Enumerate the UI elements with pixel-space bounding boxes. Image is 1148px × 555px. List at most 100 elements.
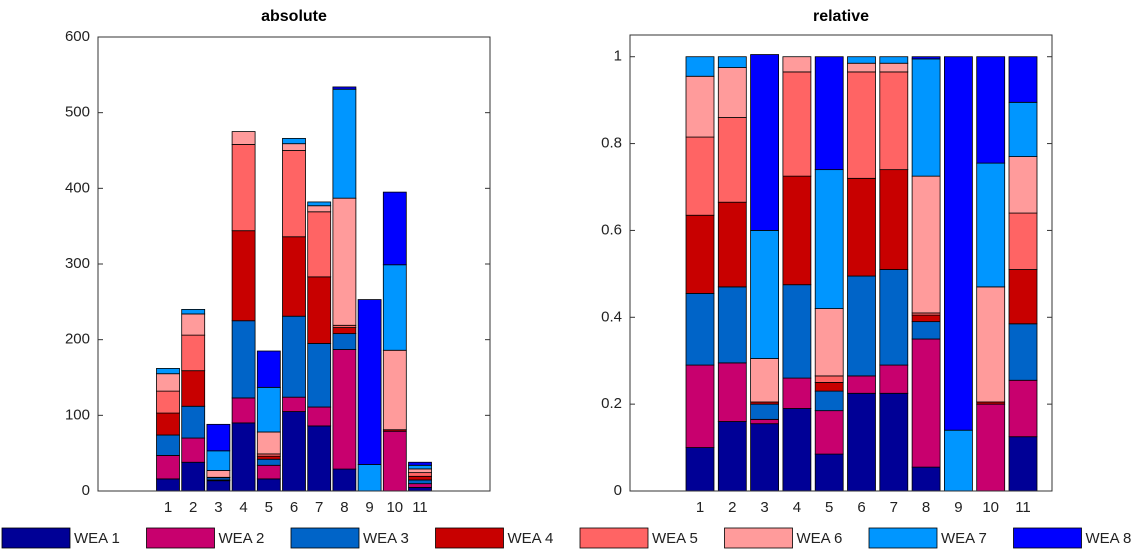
bar-segment: [750, 418, 779, 425]
bar-segment: [307, 205, 332, 213]
bar-segment: [357, 464, 382, 492]
bar-segment: [282, 137, 306, 145]
bar-segment: [408, 464, 432, 470]
bar-segment: [307, 406, 332, 427]
bar-segment: [1008, 379, 1038, 438]
bar-segment: [256, 478, 281, 492]
bar-segment: [282, 396, 306, 412]
bar-segment: [282, 236, 306, 317]
bar-segment: [231, 131, 256, 145]
y-tick-label: 0.4: [601, 308, 622, 325]
bar-segment: [408, 468, 432, 474]
bar-segment: [1008, 436, 1038, 492]
x-tick-label: 6: [857, 499, 865, 516]
bar-segment: [332, 197, 357, 326]
bar-segment: [156, 390, 180, 414]
bar-segment: [717, 421, 747, 492]
bar-segment: [814, 169, 844, 310]
legend-label: WEA 3: [363, 530, 409, 547]
y-tick-label: 600: [65, 28, 90, 45]
bar-segment: [976, 403, 1006, 492]
axes-box: [629, 34, 1053, 492]
x-tick-label: 7: [890, 499, 898, 516]
x-tick-label: 3: [760, 499, 768, 516]
bar-segment: [408, 475, 432, 481]
bar-segment: [976, 56, 1006, 164]
bar-segment: [382, 264, 407, 351]
bar-segment: [181, 308, 206, 315]
y-tick-label: 0.6: [601, 221, 622, 238]
bar-segment: [231, 422, 256, 492]
x-tick-label: 4: [793, 499, 801, 516]
bar-segment: [782, 56, 812, 73]
bar-segment: [156, 412, 180, 436]
bar-segment: [282, 411, 306, 492]
bar-segment: [782, 175, 812, 286]
bar-segment: [814, 56, 844, 171]
bar-segment: [332, 333, 357, 350]
bar-segment: [1008, 101, 1038, 157]
x-tick-label: 1: [164, 499, 172, 516]
y-tick-label: 300: [65, 255, 90, 272]
bar-segment: [1008, 156, 1038, 214]
bar-segment: [256, 455, 281, 460]
bar-segment: [847, 71, 876, 179]
bar-segment: [814, 410, 844, 455]
x-tick-label: 3: [214, 499, 222, 516]
bar-segment: [685, 56, 715, 77]
x-tick-label: 10: [386, 499, 403, 516]
chart-title: absolute: [261, 8, 327, 25]
bar-segment: [307, 276, 332, 344]
y-tick-label: 400: [65, 179, 90, 196]
bar-segment: [685, 292, 715, 366]
bar-segment: [181, 461, 206, 492]
bar-segment: [814, 375, 844, 383]
x-tick-label: 10: [982, 499, 999, 516]
bar-segment: [332, 349, 357, 470]
bar-segment: [750, 423, 779, 492]
bar-segment: [717, 201, 747, 288]
x-tick-label: 6: [290, 499, 298, 516]
bar-segment: [256, 458, 281, 466]
bar-segment: [911, 175, 941, 314]
bar-segment: [408, 472, 432, 477]
x-tick-label: 11: [412, 499, 428, 516]
x-tick-label: 2: [189, 499, 197, 516]
bar-segment: [717, 67, 747, 118]
bar-segment: [181, 405, 206, 439]
y-tick-label: 500: [65, 104, 90, 121]
bar-segment: [750, 403, 779, 420]
bar-segment: [206, 480, 231, 492]
bar-segment: [181, 437, 206, 463]
bar-segment: [256, 350, 281, 388]
bar-segment: [782, 377, 812, 409]
bar-segment: [944, 56, 973, 431]
chart-title: relative: [813, 8, 869, 25]
bar-segment: [976, 286, 1006, 403]
bar-segment: [879, 392, 909, 492]
legend-swatch: [1, 527, 71, 549]
x-tick-label: 11: [1015, 499, 1031, 516]
bar-segment: [332, 86, 357, 90]
bar-segment: [256, 431, 281, 455]
x-tick-label: 4: [239, 499, 247, 516]
bar-segment: [307, 201, 332, 207]
legend-swatch: [579, 527, 649, 549]
legend-swatch: [868, 527, 938, 549]
bar-segment: [847, 392, 876, 492]
bar-segment: [206, 470, 231, 478]
bar-segment: [879, 269, 909, 366]
bar-segment: [307, 211, 332, 278]
bar-segment: [382, 349, 407, 431]
bar-segment: [879, 169, 909, 270]
bar-segment: [1008, 56, 1038, 103]
bar-segment: [408, 486, 432, 492]
bar-segment: [231, 397, 256, 424]
legend-label: WEA 1: [74, 530, 120, 547]
bar-segment: [911, 56, 941, 60]
bar-segment: [847, 56, 876, 64]
bar-segment: [282, 315, 306, 398]
legend-label: WEA 5: [652, 530, 698, 547]
bar-segment: [256, 386, 281, 433]
